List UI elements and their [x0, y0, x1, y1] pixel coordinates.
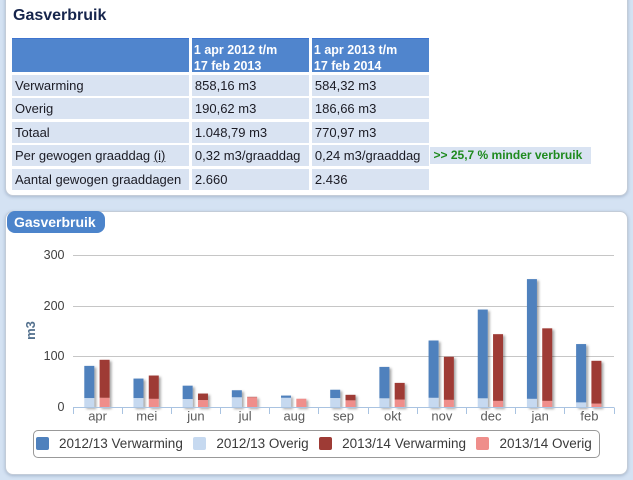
svg-text:m3: m3: [23, 321, 38, 340]
svg-text:feb: feb: [580, 408, 598, 423]
svg-text:okt: okt: [384, 408, 402, 423]
svg-text:nov: nov: [431, 408, 452, 423]
svg-text:sep: sep: [333, 408, 354, 423]
svg-text:0: 0: [58, 400, 65, 414]
svg-text:jan: jan: [531, 408, 549, 423]
svg-text:dec: dec: [481, 408, 502, 423]
svg-text:apr: apr: [88, 408, 107, 423]
svg-text:200: 200: [44, 299, 65, 313]
svg-text:jun: jun: [186, 408, 204, 423]
svg-text:aug: aug: [283, 408, 305, 423]
svg-text:100: 100: [44, 349, 65, 363]
svg-text:jul: jul: [238, 408, 252, 423]
svg-text:mei: mei: [136, 408, 157, 423]
svg-text:300: 300: [44, 248, 65, 262]
